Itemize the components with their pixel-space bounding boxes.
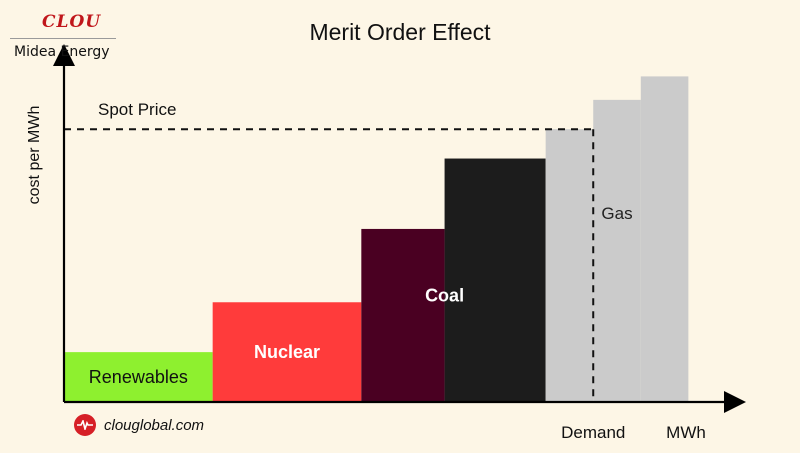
bar-gas-6 — [640, 76, 689, 403]
website-credit: clouglobal.com — [74, 414, 204, 436]
clou-logo-icon: CLOU — [42, 12, 102, 32]
y-axis-label: cost per MWh — [26, 106, 43, 205]
x-axis-label: MWh — [666, 423, 706, 442]
bars-group: Renewables Nuclear Coal Gas — [64, 76, 689, 403]
bar-coal-2 — [361, 228, 445, 402]
bar-label-gas: Gas — [601, 204, 632, 223]
bar-label-renewables: Renewables — [89, 367, 188, 387]
demand-label: Demand — [561, 423, 625, 442]
spot-price-label: Spot Price — [98, 100, 176, 119]
bar-renewables-0 — [64, 352, 213, 402]
heartbeat-icon — [74, 414, 96, 436]
bar-label-coal: Coal — [425, 286, 464, 306]
logo-divider — [10, 38, 116, 39]
bar-gas-4 — [545, 129, 594, 402]
chart-title: Merit Order Effect — [309, 19, 491, 45]
bar-label-nuclear: Nuclear — [254, 342, 320, 362]
bar-coal-3 — [444, 158, 546, 402]
annotations-group: Spot Price Demand — [64, 100, 625, 442]
company-logo: CLOU Midea Energy — [6, 8, 118, 64]
company-name: Midea Energy — [14, 44, 110, 60]
bar-nuclear-1 — [212, 302, 362, 402]
bar-gas-5 — [593, 99, 641, 402]
website-url: clouglobal.com — [104, 416, 205, 434]
